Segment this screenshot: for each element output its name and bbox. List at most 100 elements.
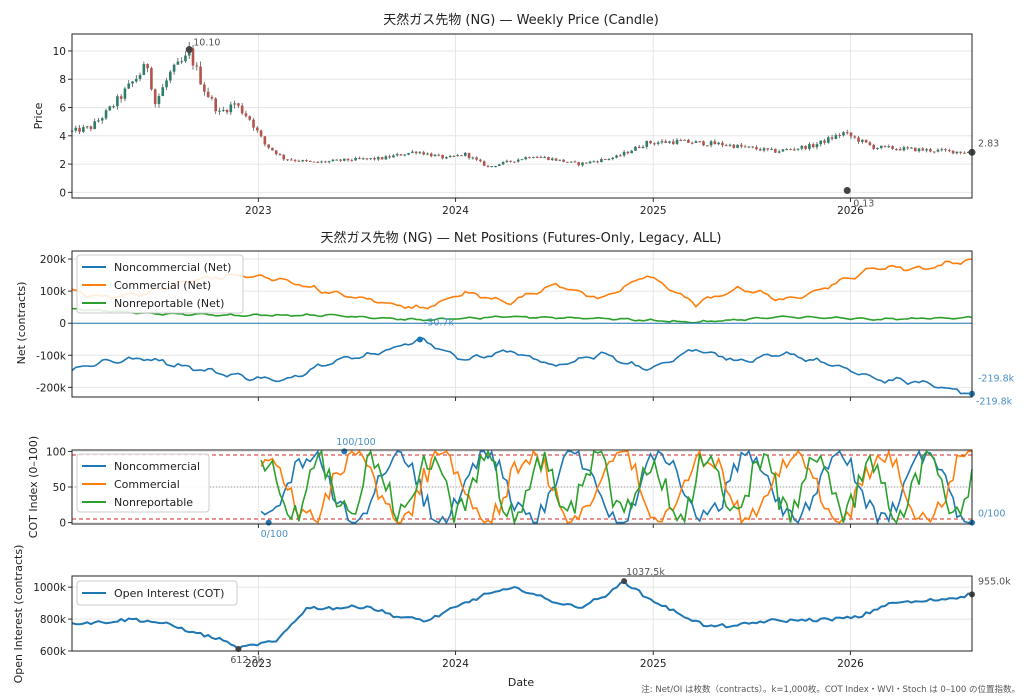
net-chart-title: 天然ガス先物 (NG) — Net Positions (Futures-Onl… — [321, 230, 722, 246]
legend-entry: Commercial — [114, 478, 180, 491]
legend-entry: Nonreportable (Net) — [114, 297, 224, 310]
net-positions-panel: 天然ガス先物 (NG) — Net Positions (Futures-Onl… — [15, 230, 1015, 408]
price-y-axis-label: Price — [32, 102, 45, 129]
candle-body — [282, 154, 286, 160]
legend-entry: Noncommercial (Net) — [114, 261, 231, 274]
y-tick-label: 10 — [53, 46, 66, 58]
candle-body — [705, 145, 709, 147]
candle-body — [566, 161, 569, 163]
candle-body — [263, 136, 267, 145]
net-series-line — [71, 336, 973, 395]
candle-body — [762, 148, 766, 151]
candle-body — [463, 152, 467, 156]
candle-body — [486, 165, 490, 167]
candle-body — [766, 148, 770, 150]
candle-body — [645, 140, 649, 147]
legend-entry: Noncommercial — [114, 460, 200, 473]
candle-body — [494, 166, 497, 168]
plot-frame — [71, 575, 973, 652]
candle-body — [331, 159, 335, 162]
candle-body — [350, 160, 354, 162]
candle-body — [509, 160, 512, 162]
cot-series-line — [260, 449, 972, 526]
candle-body — [520, 159, 524, 161]
y-tick-label: 2 — [59, 159, 66, 171]
candle-body — [286, 159, 289, 161]
candle-body — [498, 164, 501, 167]
plot-frame — [71, 33, 973, 199]
cot-annotation: 100/100 — [336, 437, 375, 448]
x-tick-label: 2023 — [245, 658, 272, 670]
candle-body — [293, 159, 297, 161]
candle-body — [864, 139, 868, 143]
candle-body — [97, 120, 100, 122]
candle-body — [237, 103, 240, 106]
candle-body — [138, 74, 142, 79]
candle-body — [883, 145, 887, 147]
candle-body — [789, 149, 792, 151]
candle-body — [751, 146, 754, 148]
candle-body — [297, 160, 301, 162]
candle-body — [792, 149, 796, 151]
cot-y-axis-label: COT Index (0–100) — [27, 436, 40, 538]
x-tick-label: 2025 — [640, 658, 667, 670]
cot-annotation: 0/100 — [978, 509, 1005, 520]
candle-body — [637, 146, 641, 148]
candle-body — [845, 132, 849, 134]
candle-body — [161, 87, 165, 97]
candle-body — [581, 162, 584, 166]
candle-body — [887, 146, 891, 148]
candle-body — [728, 144, 732, 146]
candle-body — [146, 64, 149, 69]
net-max-marker — [416, 336, 423, 343]
y-tick-label: 1000k — [33, 582, 67, 594]
candle-body — [441, 154, 444, 159]
price-chart-title: 天然ガス先物 (NG) — Weekly Price (Candle) — [383, 12, 659, 28]
net-annotation: -219.8k — [978, 374, 1015, 385]
cot-legend: Noncommercial Commercial Nonreportable — [76, 453, 210, 513]
open-interest-panel: Open Interest (contracts) Date 600k 800k 1… — [12, 545, 1011, 689]
candle-body — [460, 155, 463, 157]
candle-body — [872, 144, 875, 149]
y-tick-label: 0 — [59, 318, 66, 330]
candle-body — [467, 152, 471, 159]
candle-body — [634, 146, 637, 151]
candle-body — [104, 110, 108, 119]
candle-body — [622, 151, 626, 156]
candle-body — [804, 145, 807, 149]
candle-body — [653, 143, 656, 145]
candle-body — [550, 158, 554, 160]
candle-body — [320, 161, 323, 163]
candle-body — [849, 132, 853, 137]
oi-series-line — [71, 579, 973, 651]
candle-body — [271, 147, 274, 151]
candle-body — [800, 145, 804, 149]
candle-body — [411, 151, 414, 153]
candle-body — [392, 155, 395, 158]
legend-box — [76, 580, 238, 606]
candle-body — [577, 162, 581, 166]
x-axis-label: Date — [508, 676, 535, 689]
candle-body — [490, 166, 494, 168]
legend-entry: Open Interest (COT) — [114, 587, 224, 600]
candle-body — [327, 161, 331, 163]
candle-body — [380, 157, 384, 160]
candle-body — [936, 149, 940, 152]
candle-body — [963, 152, 966, 154]
candle-body — [165, 80, 168, 88]
candle-body — [456, 155, 460, 157]
candle-body — [210, 96, 214, 99]
candle-body — [244, 113, 248, 117]
net-series-line — [72, 307, 973, 324]
y-tick-label: 6 — [59, 103, 66, 115]
candle-body — [781, 149, 785, 152]
candle-body — [131, 81, 134, 84]
y-tick-label: -200k — [36, 382, 67, 394]
candle-body — [785, 149, 789, 151]
candle-body — [857, 137, 860, 142]
candle-body — [721, 142, 724, 146]
candle-body — [369, 158, 373, 160]
candle-body — [913, 147, 917, 152]
net-annotation: -219.8k — [976, 397, 1013, 408]
candle-body — [524, 157, 528, 160]
